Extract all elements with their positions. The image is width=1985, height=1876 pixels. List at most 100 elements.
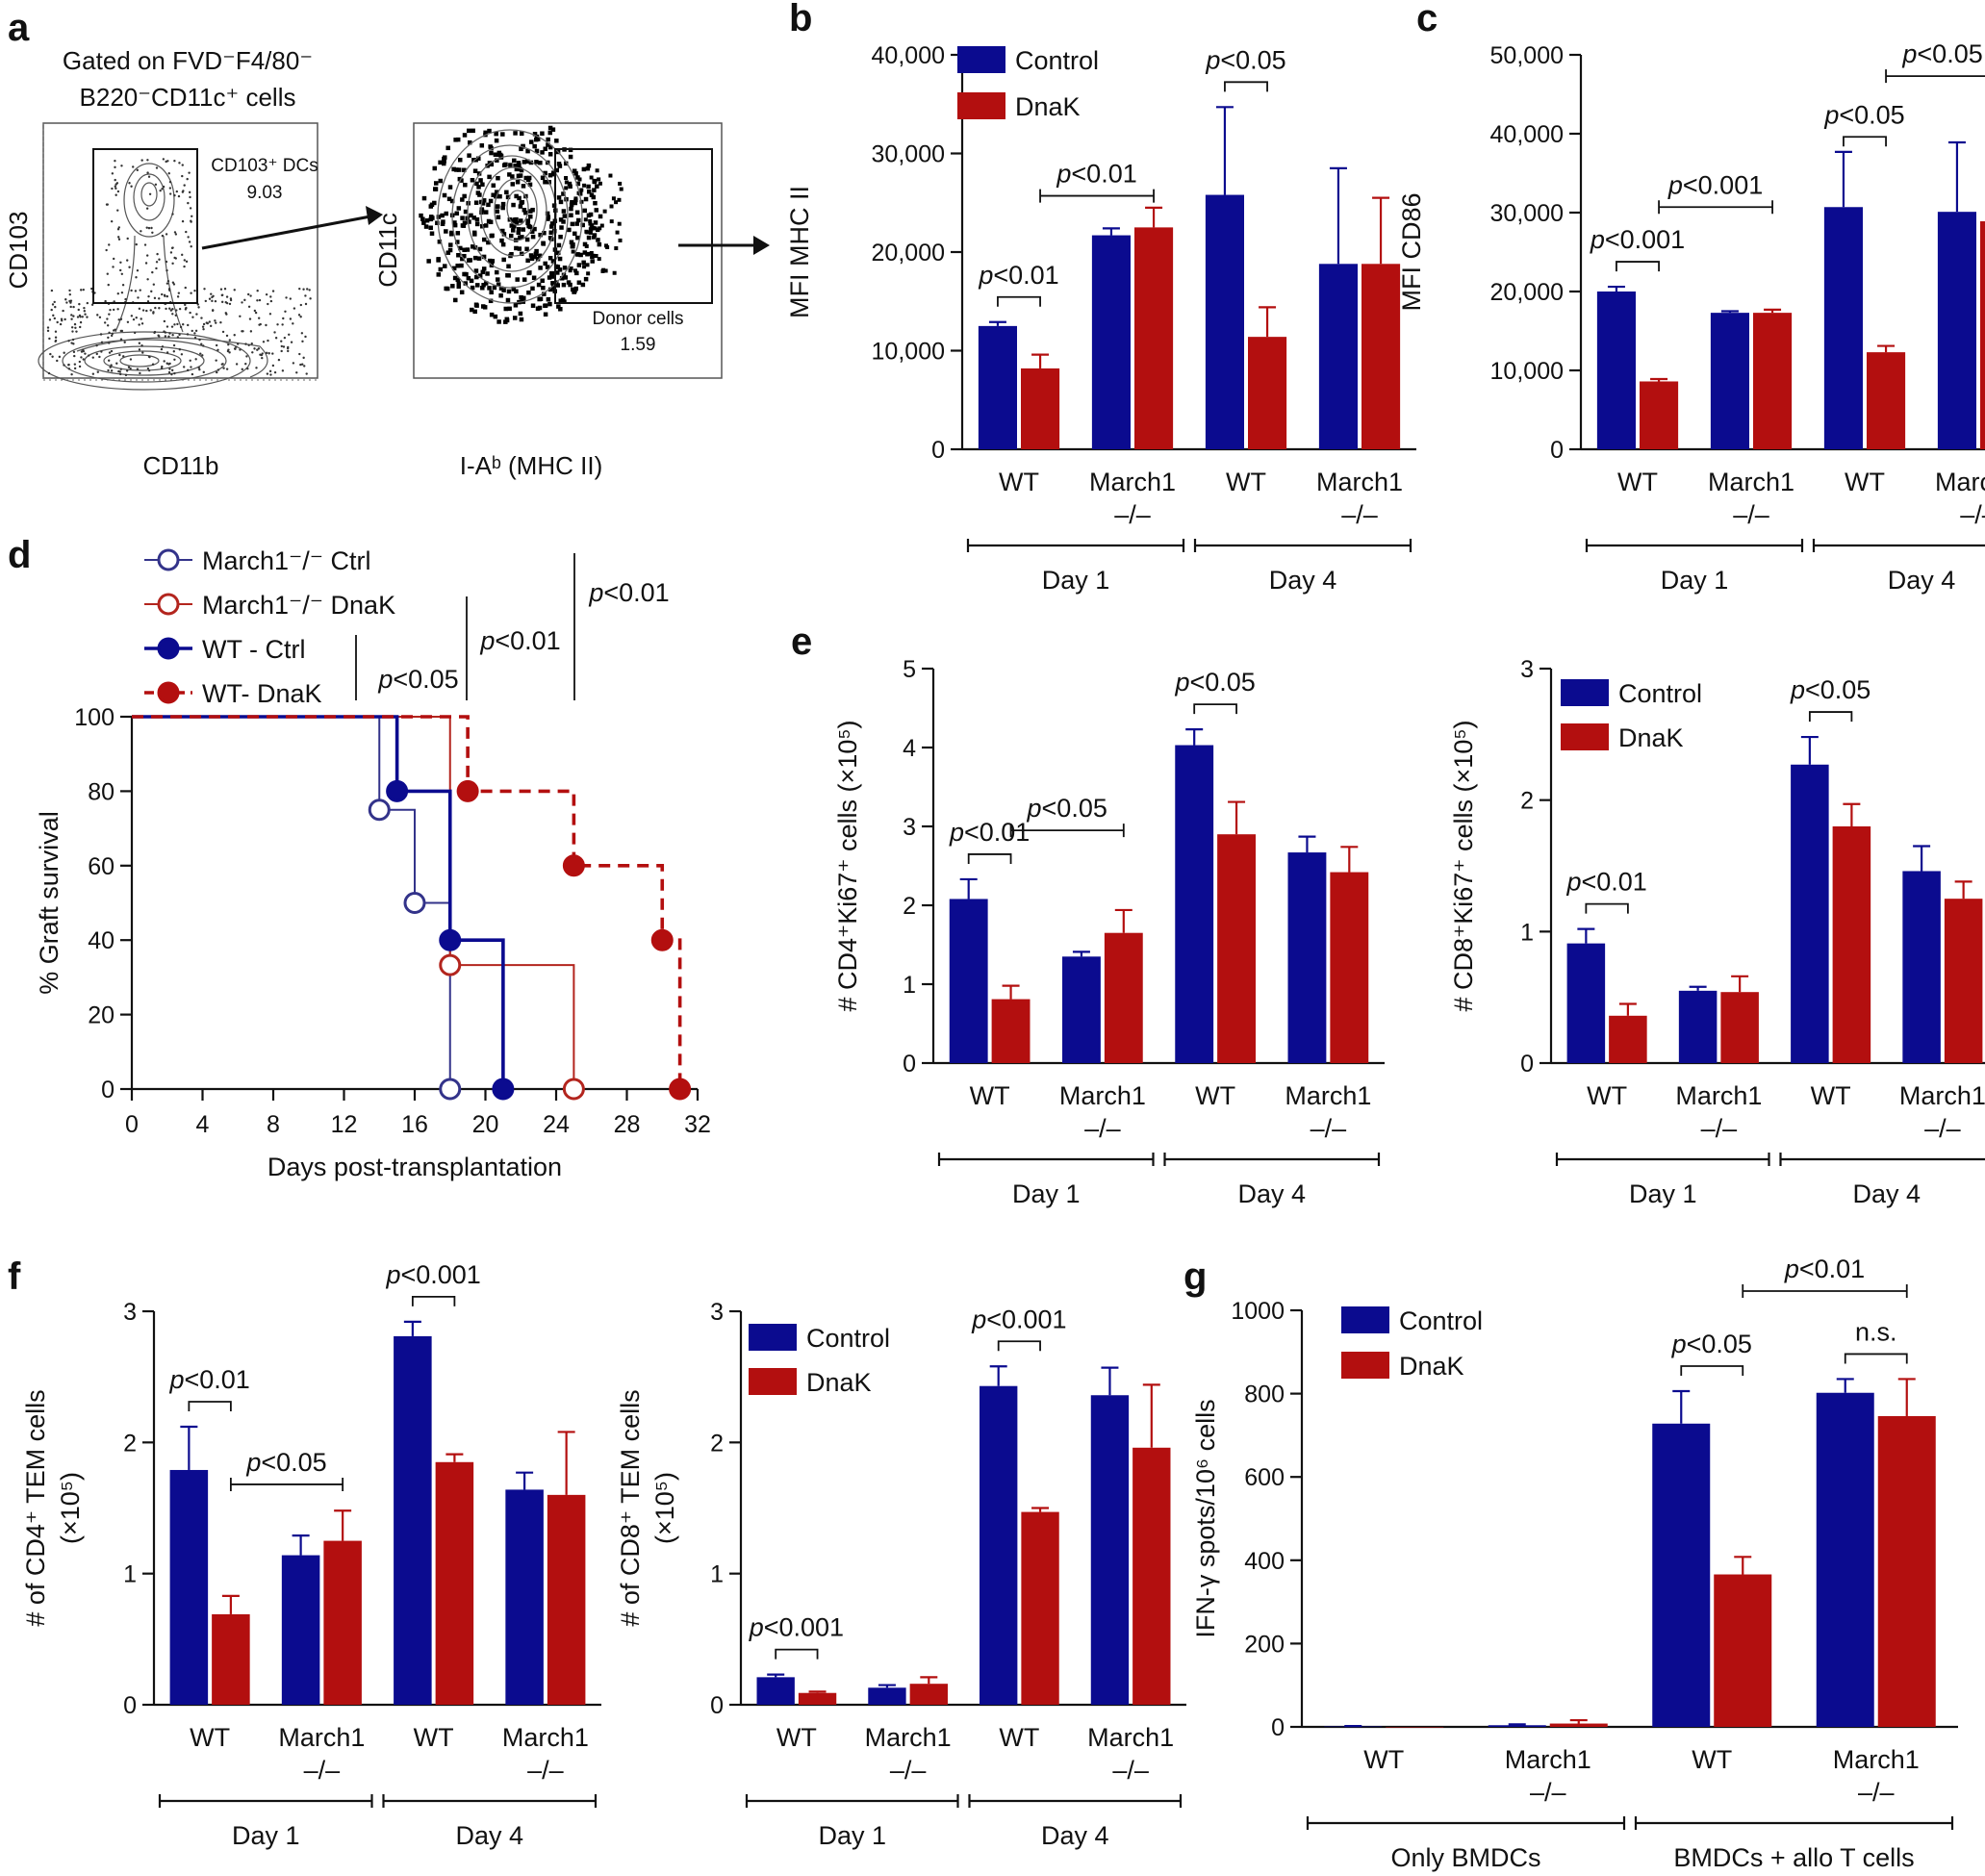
panel-f-cd8-tem-chart: 0 1 2 3 # of CD8⁺ TEM cells (×10⁵) WT March1 –/–…: [616, 1299, 1186, 1850]
facs2-event: [541, 285, 546, 291]
facs2-event: [526, 290, 531, 295]
facs1-event: [260, 353, 264, 357]
facs1-event: [267, 339, 269, 342]
facs1-event: [146, 159, 149, 162]
facs1-event: [257, 317, 261, 319]
facs1-event: [108, 342, 111, 344]
facs2-event: [566, 280, 572, 285]
facs1-event: [202, 328, 205, 331]
facs2-event: [575, 175, 580, 180]
survival-marker-3-1: [562, 854, 585, 877]
bar-control-c-1: [1710, 313, 1749, 449]
facs1-event: [165, 362, 168, 365]
y-tick-label-e2: 3: [1520, 656, 1534, 683]
y-axis-label-g: IFN-γ spots/10⁶ cells: [1191, 1399, 1220, 1637]
facs1-event: [176, 322, 179, 326]
facs2-event: [574, 270, 579, 276]
facs1-event: [78, 360, 82, 364]
facs2-event: [563, 275, 569, 280]
facs1-event: [54, 305, 57, 309]
facs1-event: [119, 317, 123, 320]
facs1-event: [225, 313, 228, 316]
facs2-event: [467, 128, 471, 134]
facs2-event: [564, 176, 569, 181]
facs2-event: [524, 246, 529, 252]
facs1-event: [301, 363, 304, 366]
facs1-event: [284, 310, 287, 314]
group-bracket-c-0: [1585, 539, 1804, 552]
facs1-event: [140, 322, 144, 325]
facs2-event: [523, 175, 529, 181]
survival-curve-1: [132, 716, 575, 1089]
facs1-event: [72, 350, 76, 354]
facs1-event: [205, 321, 208, 324]
bar-control-f1-3: [505, 1489, 544, 1705]
bar-control-f1-0: [169, 1469, 209, 1705]
facs1-event: [100, 350, 103, 353]
facs2-event: [491, 183, 496, 188]
facs1-event: [64, 298, 67, 301]
category-sub-label-e2-1: –/–: [1701, 1114, 1738, 1143]
bar-dnak-e1-3: [1330, 872, 1369, 1063]
facs1-event: [179, 325, 183, 329]
facs2-event: [578, 252, 583, 258]
facs1-event: [165, 294, 169, 298]
facs2-event: [481, 237, 487, 242]
facs2-event: [499, 238, 504, 243]
group-label-e1-1: Day 4: [1237, 1179, 1306, 1208]
facs1-event: [106, 203, 109, 206]
facs2-event: [501, 288, 506, 292]
facs2-event: [534, 160, 539, 165]
facs1-event: [258, 323, 261, 326]
facs1-event: [108, 243, 111, 246]
facs2-event: [505, 297, 511, 303]
y-tick-label-g: 200: [1244, 1631, 1285, 1658]
facs2-event: [521, 227, 526, 232]
facs1-event: [186, 177, 189, 181]
facs1-event: [247, 292, 250, 296]
facs1-event: [216, 368, 220, 371]
facs2-event: [510, 228, 516, 233]
facs2-event: [473, 157, 478, 163]
survival-marker-3-3: [669, 1077, 692, 1101]
facs2-event: [555, 283, 560, 288]
facs2-event: [463, 209, 469, 215]
facs1-event: [161, 365, 164, 368]
x-axis-label-d: Days post-transplantation: [267, 1153, 562, 1181]
facs2-event: [436, 257, 441, 262]
facs1-event: [117, 318, 120, 321]
facs2-event: [451, 266, 457, 271]
facs1-event: [80, 356, 83, 359]
category-sub-label-b-3: –/–: [1341, 500, 1378, 529]
facs2-event: [489, 150, 494, 156]
facs2-event: [582, 265, 587, 269]
facs2-event: [602, 209, 607, 214]
facs2-event: [576, 263, 582, 267]
facs1-event: [119, 338, 123, 341]
facs1-event: [209, 324, 213, 328]
facs2-event: [507, 306, 512, 312]
group-bracket-e1-0: [937, 1153, 1155, 1166]
facs2-event: [568, 184, 573, 190]
category-label-f1-0: WT: [190, 1723, 230, 1752]
facs2-event: [540, 278, 545, 284]
facs-plot1-contours: [38, 163, 268, 391]
facs2-event: [482, 305, 488, 310]
facs1-event: [118, 353, 121, 357]
facs1-event: [165, 325, 169, 328]
facs2-event: [568, 268, 573, 273]
facs1-event: [235, 345, 238, 348]
facs1-event: [134, 290, 138, 292]
facs2-event: [467, 153, 471, 158]
facs1-event: [309, 297, 312, 300]
facs2-event: [556, 242, 562, 248]
facs1-event: [146, 171, 149, 174]
facs1-event: [140, 159, 143, 162]
x-tick-label-d: 16: [401, 1111, 428, 1138]
y-tick-label-f2: 0: [710, 1692, 724, 1719]
facs2-event: [525, 220, 530, 226]
x-tick-label-d: 0: [125, 1111, 139, 1138]
facs2-event: [445, 286, 450, 292]
facs2-event: [563, 161, 569, 166]
facs2-event: [567, 181, 573, 187]
